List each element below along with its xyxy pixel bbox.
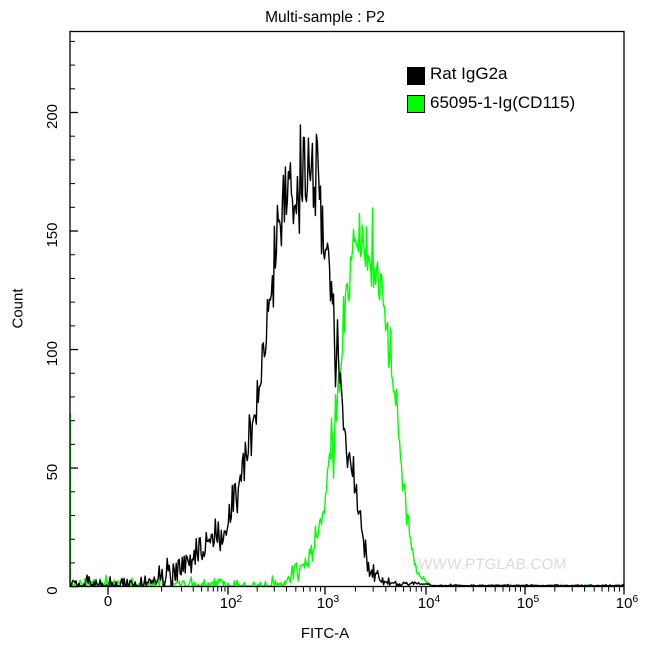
svg-text:100: 100 (44, 341, 61, 366)
svg-text:104: 104 (418, 593, 441, 612)
svg-text:200: 200 (44, 104, 61, 129)
svg-text:106: 106 (616, 593, 639, 612)
svg-text:150: 150 (44, 223, 61, 248)
svg-text:102: 102 (220, 593, 243, 612)
svg-text:103: 103 (317, 593, 340, 612)
svg-text:50: 50 (44, 464, 61, 481)
svg-text:105: 105 (517, 593, 540, 612)
svg-text:0: 0 (104, 593, 112, 610)
svg-text:0: 0 (44, 586, 61, 594)
